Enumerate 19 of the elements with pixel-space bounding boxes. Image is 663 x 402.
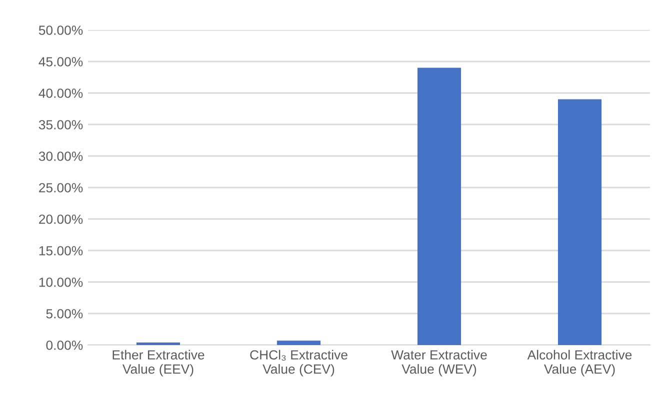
y-tick-label: 20.00% <box>39 214 83 224</box>
bar <box>276 340 321 345</box>
y-tick-label: 0.00% <box>46 340 83 350</box>
y-tick-label: 50.00% <box>38 26 83 35</box>
y-tick-label: 45.00% <box>38 57 83 66</box>
y-tick-label: 5.00% <box>46 309 83 318</box>
x-tick-label: Water Extractive Value (WEV) <box>391 350 487 376</box>
bar <box>417 68 462 345</box>
bar <box>558 99 602 345</box>
x-tick-label: CHCl₃ Extractive Value (CEV) <box>250 350 348 376</box>
y-tick-label: 40.00% <box>38 88 83 98</box>
y-tick-label: 15.00% <box>39 246 83 256</box>
bar <box>136 342 180 345</box>
y-tick-label: 30.00% <box>38 152 83 161</box>
x-tick-label: Ether Extractive Value (EEV) <box>112 350 204 376</box>
y-tick-label: 10.00% <box>39 278 83 287</box>
x-tick-label: Alcohol Extractive Value (AEV) <box>527 350 632 376</box>
y-tick-label: 25.00% <box>39 183 83 192</box>
y-tick-label: 35.00% <box>38 120 83 130</box>
